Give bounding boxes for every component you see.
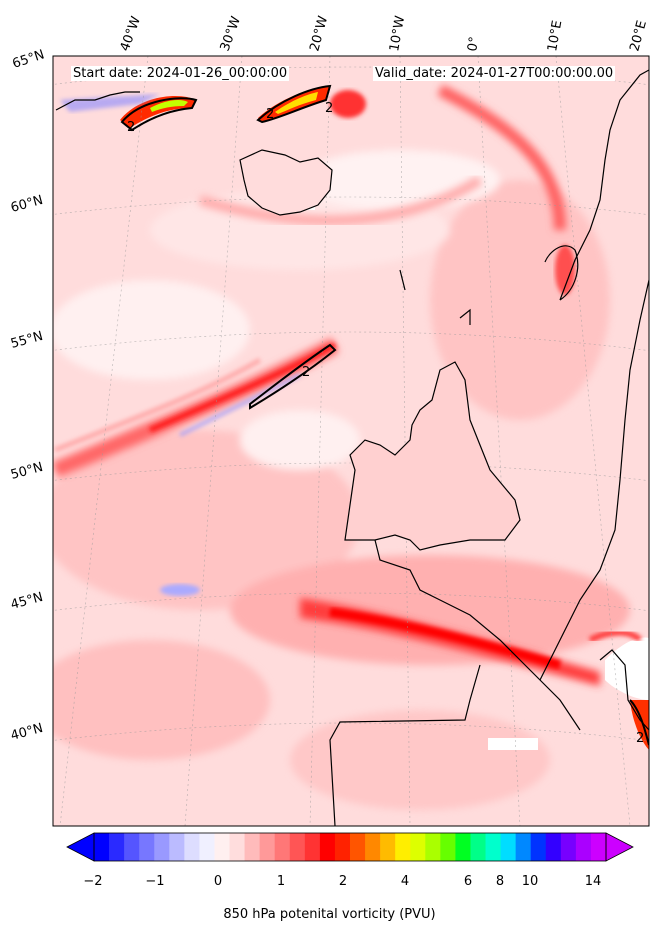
colorbar-cell	[319, 833, 336, 861]
colorbar-cell	[500, 833, 517, 861]
colorbar-cell	[139, 833, 155, 861]
colorbar: −2 −1 0 1 2 4 6 8 10 14	[66, 832, 634, 889]
pv-field	[53, 56, 649, 826]
colorbar-cell	[470, 833, 487, 861]
colorbar-cell	[109, 833, 125, 861]
colorbar-tick-label: −1	[145, 874, 164, 889]
lon-label: 20°E	[627, 19, 650, 53]
colorbar-cell	[485, 833, 502, 861]
start-date-label: Start date: 2024-01-26_00:00:00	[71, 66, 290, 81]
lon-label: 40°W	[118, 14, 144, 53]
colorbar-tick-label: 6	[464, 874, 472, 889]
colorbar-cell	[410, 833, 426, 861]
colorbar-cell	[244, 833, 261, 861]
coastlines	[55, 69, 649, 826]
contour-label: 2	[325, 101, 333, 116]
colorbar-cell	[124, 833, 140, 861]
colorbar-cell	[380, 833, 396, 861]
pv-contours	[120, 84, 649, 746]
colorbar-cell	[350, 833, 366, 861]
colorbar-cell	[214, 833, 231, 861]
contour-label: 2	[127, 120, 135, 135]
colorbar-tick-label: 1	[277, 874, 285, 889]
contour-label: 2	[266, 107, 274, 122]
map-frame	[52, 55, 650, 827]
lat-label: 50°N	[9, 460, 45, 483]
colorbar-cell	[289, 833, 306, 861]
colorbar-cell	[575, 833, 592, 861]
colorbar-cell	[154, 833, 170, 861]
lat-label: 65°N	[11, 47, 47, 71]
lon-label: 10°W	[387, 15, 408, 53]
colorbar-cell	[169, 833, 185, 861]
graticule	[53, 56, 649, 826]
colorbar-cell	[229, 833, 246, 861]
lat-label: 55°N	[9, 329, 45, 352]
colorbar-cell	[515, 833, 532, 861]
colorbar-tick-label: 14	[585, 874, 602, 889]
colorbar-cell	[199, 833, 215, 861]
contour-label: 2	[302, 365, 310, 380]
colorbar-cell	[530, 833, 547, 861]
colorbar-cell	[440, 833, 456, 861]
colorbar-cell	[259, 833, 276, 861]
colorbar-cell	[395, 833, 411, 861]
colorbar-tick-label: 2	[339, 874, 347, 889]
colorbar-cell	[560, 833, 577, 861]
colorbar-cell	[94, 833, 110, 861]
colorbar-cell	[304, 833, 321, 861]
colorbar-tick-label: 10	[522, 874, 539, 889]
colorbar-tick-label: −2	[83, 874, 102, 889]
lat-label: 40°N	[9, 721, 45, 744]
longitude-labels: 40°W 30°W 20°W 10°W 0° 10°E 20°E	[118, 14, 650, 53]
colorbar-cell	[425, 833, 441, 861]
colorbar-cell	[590, 833, 607, 861]
colorbar-tick-label: 8	[496, 874, 504, 889]
colorbar-cell	[184, 833, 200, 861]
lon-label: 10°E	[545, 19, 565, 52]
lon-label: 0°	[465, 36, 482, 53]
colorbar-cell	[274, 833, 291, 861]
colorbar-tick-label: 4	[401, 874, 409, 889]
colorbar-cell	[545, 833, 562, 861]
latitude-labels: 65°N 60°N 55°N 50°N 45°N 40°N	[9, 47, 46, 743]
lon-label: 30°W	[218, 14, 244, 53]
contour-label: 2	[636, 731, 644, 746]
valid-date-label: Valid_date: 2024-01-27T00:00:00.00	[373, 66, 616, 81]
colorbar-min-arrow	[66, 832, 95, 862]
colorbar-cell	[455, 833, 471, 861]
colorbar-cell	[365, 833, 381, 861]
lon-label: 20°W	[307, 14, 331, 53]
lat-label: 60°N	[9, 193, 45, 216]
colorbar-max-arrow	[605, 832, 634, 862]
colorbar-cell	[334, 833, 351, 861]
colorbar-title: 850 hPa potenital vorticity (PVU)	[223, 907, 436, 922]
lat-label: 45°N	[9, 590, 45, 613]
colorbar-tick-label: 0	[214, 874, 222, 889]
